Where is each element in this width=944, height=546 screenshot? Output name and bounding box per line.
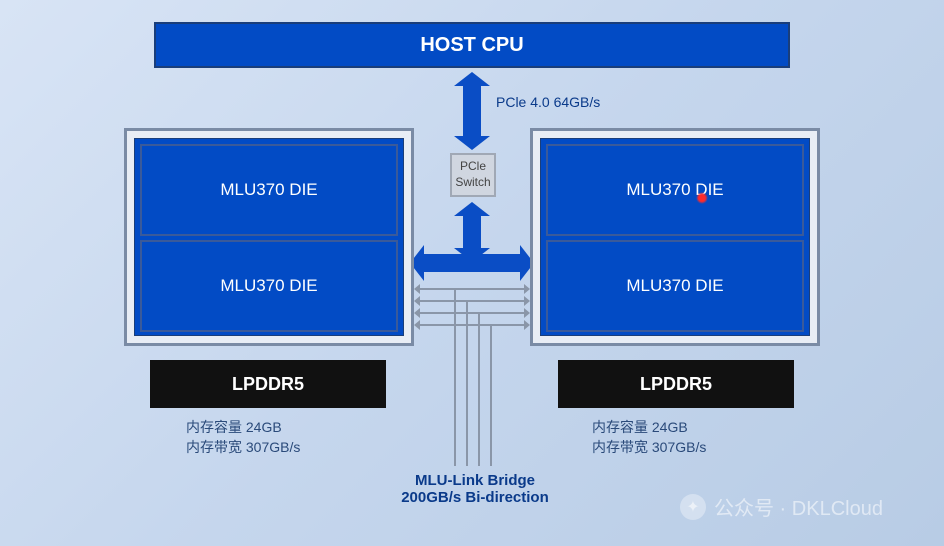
laser-pointer-icon (696, 192, 708, 204)
mlu-link-line (420, 288, 524, 290)
watermark-text: 公众号 · DKLCloud (714, 492, 883, 521)
pcie-switch-label: PCle Switch (455, 159, 490, 190)
mlu-link-line (420, 312, 524, 314)
right-die-1: MLU370 DIE (546, 144, 804, 236)
mlu-link-drop (466, 300, 468, 466)
host-cpu-block: HOST CPU (154, 22, 790, 68)
mlu-link-label: MLU-Link Bridge 200GB/s Bi-direction (380, 472, 570, 506)
pcie-speed-label: PCle 4.0 64GB/s (496, 94, 600, 110)
mlu-link-drop (454, 288, 456, 466)
diagram-canvas: HOST CPU PCle 4.0 64GB/s PCle Switch MLU… (0, 0, 944, 546)
mlu-link-line (420, 300, 524, 302)
mem-spec-left: 内存容量 24GB 内存带宽 307GB/s (186, 418, 300, 457)
arrow-switch-down (463, 216, 481, 248)
mlu-link-drop (478, 312, 480, 466)
left-die-1: MLU370 DIE (140, 144, 398, 236)
lpddr-right-block: LPDDR5 (558, 360, 794, 408)
wechat-icon: ✦ (680, 494, 706, 520)
mem-spec-right: 内存容量 24GB 内存带宽 307GB/s (592, 418, 706, 457)
arrow-host-to-switch (463, 86, 481, 136)
right-die-2: MLU370 DIE (546, 240, 804, 332)
pcie-switch-block: PCle Switch (450, 153, 496, 197)
lpddr-left-block: LPDDR5 (150, 360, 386, 408)
left-die-2: MLU370 DIE (140, 240, 398, 332)
host-cpu-label: HOST CPU (420, 34, 523, 57)
mlu-link-line (420, 324, 524, 326)
watermark: ✦ 公众号 · DKLCloud (680, 492, 883, 521)
mlu-link-drop (490, 324, 492, 466)
arrow-switch-horizontal (424, 254, 520, 272)
